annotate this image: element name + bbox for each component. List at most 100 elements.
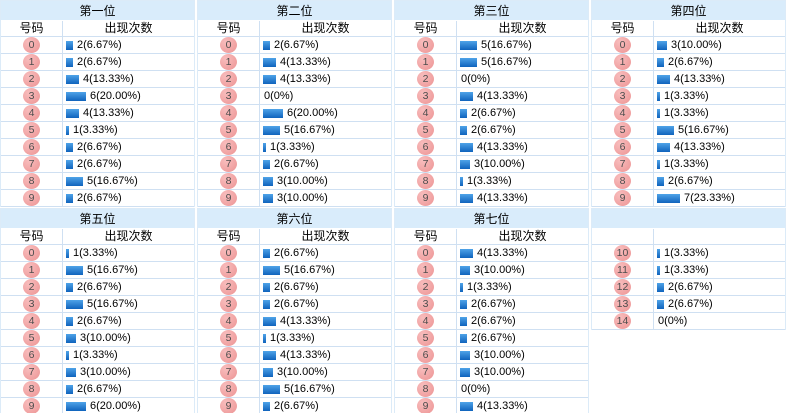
count-cell: 2(6.67%) bbox=[457, 296, 588, 312]
frequency-table: 第六位 号码 出现次数 0 2(6.67%) 1 5(16.67%) 2 2(6… bbox=[197, 208, 392, 413]
frequency-bar bbox=[460, 193, 473, 203]
number-cell: 4 bbox=[395, 313, 457, 329]
number-cell: 6 bbox=[592, 139, 654, 155]
count-cell: 2(6.67%) bbox=[457, 105, 588, 121]
number-badge: 9 bbox=[417, 190, 434, 206]
frequency-bar bbox=[460, 401, 473, 411]
number-cell: 6 bbox=[1, 139, 63, 155]
number-cell: 9 bbox=[1, 190, 63, 206]
number-cell: 2 bbox=[395, 71, 457, 87]
count-cell: 2(6.67%) bbox=[63, 54, 194, 70]
frequency-bar bbox=[657, 282, 664, 292]
table-row: 0 1(3.33%) bbox=[1, 245, 194, 262]
number-badge: 1 bbox=[23, 262, 40, 278]
count-cell: 2(6.67%) bbox=[63, 139, 194, 155]
number-badge: 2 bbox=[23, 71, 40, 87]
count-cell: 4(13.33%) bbox=[654, 71, 785, 87]
frequency-bar bbox=[66, 367, 76, 377]
frequency-bar bbox=[263, 282, 270, 292]
table-row: 6 4(13.33%) bbox=[395, 139, 588, 156]
number-badge: 9 bbox=[220, 398, 237, 413]
count-cell: 3(10.00%) bbox=[457, 262, 588, 278]
count-cell: 4(13.33%) bbox=[457, 245, 588, 261]
count-cell: 5(16.67%) bbox=[457, 54, 588, 70]
frequency-value: 1(3.33%) bbox=[73, 247, 118, 259]
frequency-value: 3(10.00%) bbox=[277, 192, 328, 204]
frequency-table: 第五位 号码 出现次数 0 1(3.33%) 1 5(16.67%) 2 2(6… bbox=[0, 208, 195, 413]
number-badge: 4 bbox=[417, 105, 434, 121]
number-badge: 14 bbox=[614, 313, 631, 329]
table-row: 9 4(13.33%) bbox=[395, 398, 588, 413]
number-cell: 5 bbox=[1, 122, 63, 138]
count-column-header: 出现次数 bbox=[498, 21, 547, 35]
number-cell: 0 bbox=[395, 37, 457, 53]
table-row: 6 4(13.33%) bbox=[198, 347, 391, 364]
frequency-value: 1(3.33%) bbox=[73, 349, 118, 361]
frequency-bar bbox=[263, 159, 270, 169]
number-badge: 9 bbox=[417, 398, 434, 413]
table-row: 5 2(6.67%) bbox=[395, 122, 588, 139]
table-row: 3 2(6.67%) bbox=[395, 296, 588, 313]
number-cell: 6 bbox=[198, 347, 260, 363]
frequency-bar bbox=[657, 299, 664, 309]
count-cell: 4(13.33%) bbox=[63, 105, 194, 121]
number-column-header: 号码 bbox=[198, 229, 260, 244]
frequency-value: 1(3.33%) bbox=[73, 124, 118, 136]
frequency-value: 3(10.00%) bbox=[277, 175, 328, 187]
frequency-bar bbox=[66, 176, 83, 186]
number-badge: 2 bbox=[417, 279, 434, 295]
number-badge: 3 bbox=[614, 88, 631, 104]
number-badge: 0 bbox=[614, 37, 631, 53]
number-badge: 9 bbox=[614, 190, 631, 206]
number-cell: 7 bbox=[1, 156, 63, 172]
number-cell: 2 bbox=[1, 71, 63, 87]
frequency-value: 4(13.33%) bbox=[280, 56, 331, 68]
number-badge: 6 bbox=[220, 347, 237, 363]
number-badge: 6 bbox=[417, 347, 434, 363]
number-cell: 5 bbox=[395, 122, 457, 138]
frequency-value: 5(16.67%) bbox=[481, 39, 532, 51]
frequency-bar bbox=[460, 125, 467, 135]
frequency-value: 4(13.33%) bbox=[280, 73, 331, 85]
frequency-value: 4(13.33%) bbox=[674, 73, 725, 85]
frequency-value: 5(16.67%) bbox=[87, 298, 138, 310]
table-rows: 0 3(10.00%) 1 2(6.67%) 2 4(13.33%) 3 1( bbox=[592, 37, 785, 207]
number-cell: 5 bbox=[198, 122, 260, 138]
frequency-value: 2(6.67%) bbox=[274, 39, 319, 51]
table-row: 1 2(6.67%) bbox=[1, 54, 194, 71]
number-column-header: 号码 bbox=[1, 229, 63, 244]
table-title: 第三位 bbox=[395, 1, 588, 21]
frequency-table: 第七位 号码 出现次数 0 4(13.33%) 1 3(10.00%) 2 1(… bbox=[394, 208, 589, 413]
number-badge: 8 bbox=[23, 381, 40, 397]
number-badge: 2 bbox=[417, 71, 434, 87]
table-title bbox=[592, 209, 785, 229]
table-row: 9 7(23.33%) bbox=[592, 190, 785, 207]
frequency-bar bbox=[66, 350, 69, 360]
number-cell: 8 bbox=[592, 173, 654, 189]
table-row: 1 5(16.67%) bbox=[395, 54, 588, 71]
frequency-value: 3(10.00%) bbox=[277, 366, 328, 378]
number-cell: 4 bbox=[1, 105, 63, 121]
count-cell: 6(20.00%) bbox=[260, 105, 391, 121]
count-cell: 4(13.33%) bbox=[260, 54, 391, 70]
frequency-bar bbox=[66, 40, 73, 50]
number-cell: 1 bbox=[198, 54, 260, 70]
frequency-bar bbox=[657, 125, 674, 135]
frequency-bar bbox=[66, 248, 69, 258]
number-badge: 3 bbox=[220, 88, 237, 104]
count-column-header: 出现次数 bbox=[301, 21, 350, 35]
number-badge: 0 bbox=[23, 245, 40, 261]
count-cell: 1(3.33%) bbox=[260, 330, 391, 346]
table-header-row: 号码 出现次数 bbox=[1, 229, 194, 245]
number-cell: 5 bbox=[592, 122, 654, 138]
number-cell: 14 bbox=[592, 313, 654, 329]
frequency-value: 6(20.00%) bbox=[90, 400, 141, 412]
number-cell: 13 bbox=[592, 296, 654, 312]
table-row: 7 3(10.00%) bbox=[395, 364, 588, 381]
table-title: 第五位 bbox=[1, 209, 194, 229]
number-badge: 9 bbox=[23, 398, 40, 413]
frequency-value: 2(6.67%) bbox=[77, 158, 122, 170]
number-column-header: 号码 bbox=[395, 21, 457, 36]
number-cell: 4 bbox=[198, 105, 260, 121]
count-cell: 1(3.33%) bbox=[654, 156, 785, 172]
